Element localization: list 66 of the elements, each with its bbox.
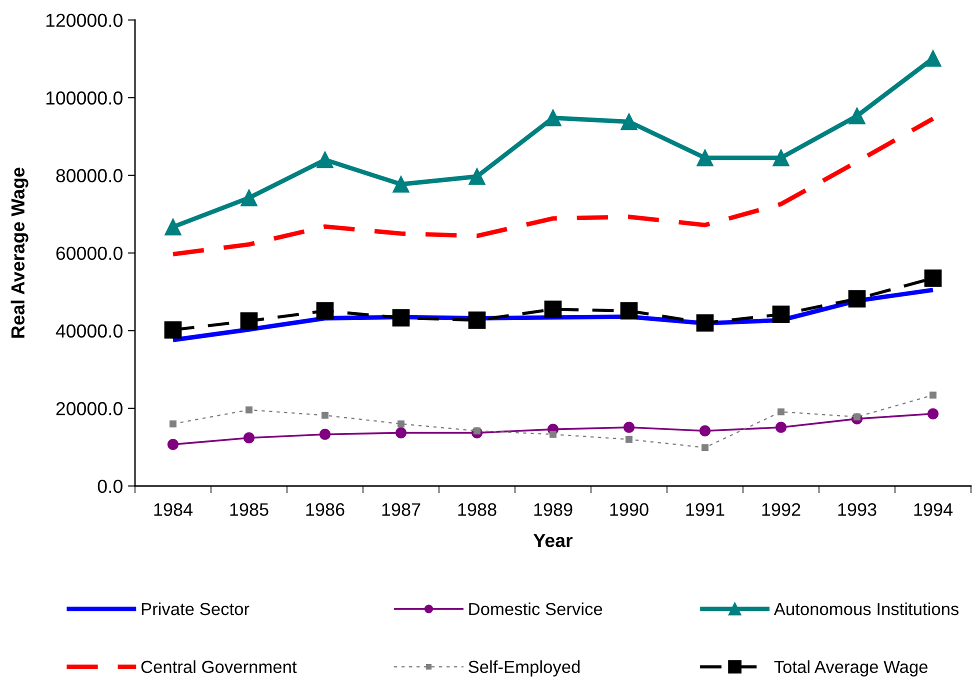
point [322,412,328,419]
point [620,302,638,320]
point [319,428,331,440]
point [468,168,486,185]
y-tick-label: 80000.0 [56,169,122,182]
point [702,444,708,452]
point [240,312,258,330]
legend-label: Autonomous Institutions [774,602,959,616]
x-tick-label: 1994 [914,503,953,516]
point [395,427,407,438]
point [924,270,942,287]
point [316,151,334,168]
point [778,408,784,416]
x-tick-label: 1985 [230,503,268,516]
point [620,113,638,130]
x-tick-label: 1984 [154,503,193,516]
y-tick-label: 60000.0 [56,246,122,260]
point [544,110,562,126]
point [170,420,176,428]
point [164,321,182,339]
x-tick-label: 1989 [534,503,572,516]
point [924,50,942,67]
point [696,150,714,166]
y-tick-label: 100000.0 [46,91,122,105]
point [468,312,486,329]
point [623,422,635,433]
point [243,432,255,444]
x-tick-label: 1986 [306,503,344,516]
point [392,309,410,327]
point [772,306,790,324]
point [316,302,334,320]
y-tick-label: 120000.0 [46,14,122,27]
y-tick-label: 40000.0 [56,324,122,338]
point [775,422,787,433]
x-tick-label: 1993 [838,503,876,516]
point [930,392,936,399]
point [699,425,711,436]
point [848,108,866,124]
point [626,436,632,443]
legend-label: Domestic Service [469,602,602,616]
x-tick-label: 1987 [382,503,420,516]
point [927,408,939,420]
point [696,314,714,332]
y-tick-label: 20000.0 [56,402,122,416]
legend-label: Self-Employed [468,660,580,676]
point [848,290,866,308]
point [544,300,562,318]
point [398,420,404,428]
y-axis-title: Real Average Wage [10,168,28,338]
point [240,190,258,206]
legend-label: Private Sector [142,602,250,616]
y-tick-label: 0.0 [98,480,122,493]
x-axis-title: Year [534,534,573,548]
point [164,218,182,236]
point [772,150,790,166]
x-tick-label: 1988 [458,503,496,516]
point [246,406,252,414]
legend-label: Total Average Wage [774,660,928,676]
legend-label: Central Government [141,660,297,674]
point [392,176,410,193]
line-series [170,116,936,256]
point [167,438,179,450]
x-tick-label: 1992 [762,503,800,516]
point [550,430,556,438]
x-tick-label: 1990 [610,503,648,516]
x-tick-label: 1991 [686,503,724,516]
